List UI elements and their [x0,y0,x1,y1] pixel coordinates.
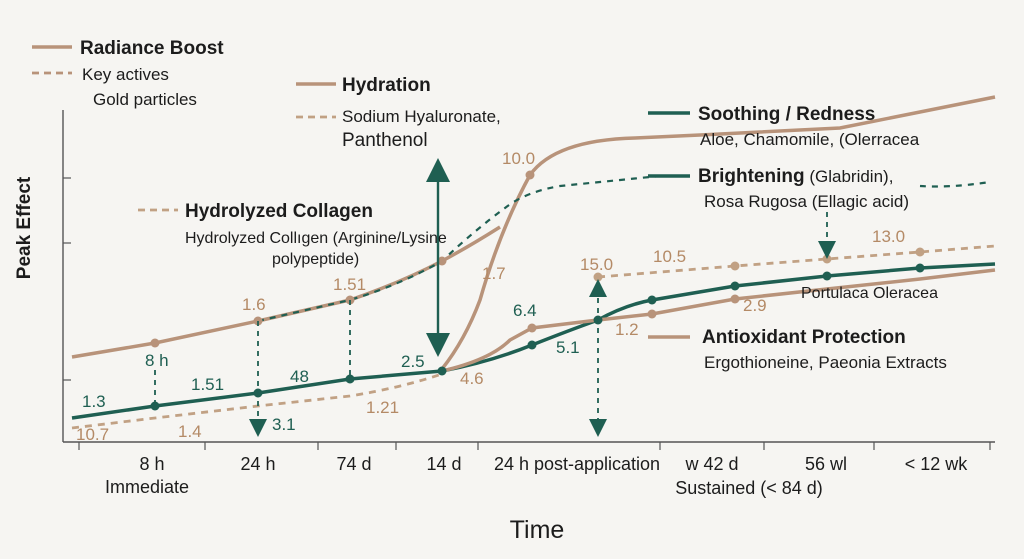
point-green [915,263,925,273]
data-label: 48 [290,367,309,386]
data-label: 13.0 [872,227,905,246]
data-label: 15.0 [580,255,613,274]
data-label: 2.5 [401,352,425,371]
legend-texts: Radiance Boost Key actives Gold particle… [80,38,947,372]
data-label: 1.6 [242,295,266,314]
x-tick-label: 14 d [426,454,461,474]
series-green-dashed-line [257,174,661,323]
point-tan [730,294,740,304]
legend-collagen-sub2: polypeptide) [272,251,359,268]
legend-hydration-sub1: Sodium Hyaluronate, [342,107,501,126]
legend-brightening-sub: Rosa Rugosa (Ellagic acid) [704,192,909,211]
series-brightening-tail-line [919,180,991,188]
point-green [730,281,740,291]
x-tick-labels: 8 h 24 h 74 d 14 d 24 h post-application… [105,454,968,498]
data-label: 10.5 [653,247,686,266]
series-tan-dashed-lower-line [71,372,443,430]
axes [62,110,995,450]
data-label: 10.7 [76,425,109,444]
point-green [150,401,160,411]
data-label: 5.1 [556,338,580,357]
data-label: 1.2 [615,320,639,339]
data-label: 1.7 [482,264,506,283]
legend-gold-particles: Gold particles [93,90,197,109]
legend-brightening-title-rest: (Glabridin), [805,167,894,186]
data-label: 6.4 [513,301,537,320]
x-tick-label: 74 d [336,454,371,474]
x-tick-label: w 42 d [684,454,738,474]
legend-key-actives: Key actives [82,65,169,84]
y-axis-title: Peak Effect [14,176,35,279]
x-sublabel-immediate: Immediate [105,477,189,497]
legend-antioxidant-title: Antioxidant Protection [702,327,906,348]
x-tick-label: 56 wl [805,454,847,474]
point-tan [915,247,925,257]
legend-swatches [32,45,690,339]
point-green [437,366,447,376]
x-tick-label: < 12 wk [905,454,969,474]
series-hydration-line [440,95,996,371]
legend-collagen-title: Hydrolyzed Collagen [185,201,373,222]
legend-hydration-title: Hydration [342,75,431,96]
data-label: 1.51 [191,375,224,394]
data-label: 1.4 [178,422,202,441]
point-tan [525,170,535,180]
series-tan-dashed-upper-line [597,244,996,279]
point-green [647,295,657,305]
legend-soothing-sub: Aloe, Chamomile, (Olerracea [700,130,920,149]
x-tick-label: 24 h post-application [494,454,660,474]
legend-hydration-sub2: Panthenol [342,130,428,151]
x-tick-label: 24 h [240,454,275,474]
point-tan [730,261,740,271]
legend-brightening-title: Brightening [698,166,805,187]
point-tan [647,309,657,319]
data-label: 3.1 [272,415,296,434]
point-green [527,340,537,350]
point-green [345,374,355,384]
data-label: 1.21 [366,398,399,417]
legend-collagen-sub1: Hydrolyzed Collıgen (Arginine/Lysine [185,230,447,247]
data-label: 1.51 [333,275,366,294]
x-tick-label: 8 h [139,454,164,474]
series-lines [71,95,996,430]
data-label: 1.3 [82,392,106,411]
legend-radiance-title: Radiance Boost [80,38,224,59]
legend-brightening: Brightening (Glabridin), [698,166,893,187]
data-label: 2.9 [743,296,767,315]
point-tan [527,323,537,333]
legend-soothing-title: Soothing / Redness [698,104,875,125]
legend-portulaca: Portulaca Oleracea [801,285,938,302]
data-label: 8 h [145,351,169,370]
data-label: 4.6 [460,369,484,388]
guide-lines [154,158,836,437]
point-tan [822,254,832,264]
point-green [822,271,832,281]
data-markers [150,170,925,411]
data-labels: 10.7 1.4 1.3 8 h 1.51 1.6 3.1 48 1.51 1.… [76,149,905,444]
x-axis-title: Time [510,516,565,544]
data-label: 10.0 [502,149,535,168]
x-sublabel-sustained: Sustained (< 84 d) [675,478,823,498]
legend-antioxidant-sub: Ergothioneine, Paeonia Extracts [704,353,947,372]
point-tan [150,338,160,348]
